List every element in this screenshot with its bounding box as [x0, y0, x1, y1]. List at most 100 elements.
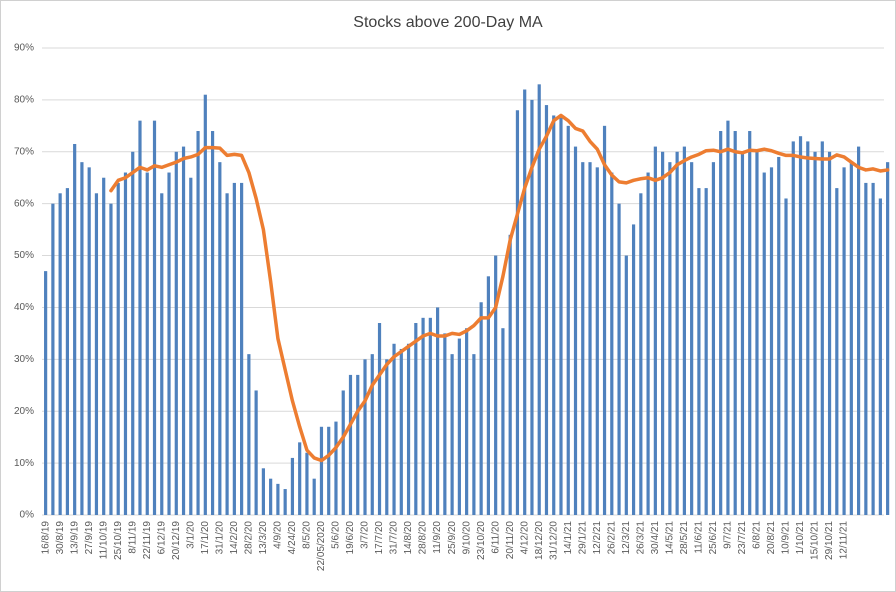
bar — [602, 125, 607, 515]
bar — [690, 162, 694, 515]
bar — [806, 141, 810, 515]
bar — [377, 323, 382, 515]
chart-title: Stocks above 200-Day MA — [353, 14, 543, 31]
bar — [842, 167, 846, 515]
bar — [116, 182, 120, 515]
x-tick-label: 22/11/19 — [142, 521, 153, 560]
bar — [435, 307, 440, 515]
bar — [138, 120, 142, 516]
x-tick-label: 9/7/21 — [723, 521, 734, 549]
x-tick-label: 29/10/21 — [824, 521, 835, 560]
bar — [588, 162, 592, 515]
bar — [610, 172, 614, 516]
x-tick-label: 3/7/20 — [360, 521, 371, 549]
bar — [232, 182, 236, 515]
bar — [733, 131, 737, 515]
x-tick-label: 19/6/20 — [345, 521, 356, 555]
x-tick-label: 5/6/20 — [331, 521, 342, 549]
bar — [334, 421, 338, 515]
x-tick-label: 28/2/20 — [244, 521, 255, 555]
bar — [312, 478, 316, 515]
bar — [581, 162, 585, 515]
x-tick-label: 20/12/19 — [171, 521, 182, 560]
bar — [189, 177, 193, 515]
x-tick-label: 31/1/20 — [214, 521, 225, 555]
bar — [827, 151, 832, 515]
x-tick-label: 30/8/19 — [55, 521, 66, 555]
bar — [218, 162, 222, 515]
y-tick-label: 20% — [14, 406, 34, 417]
bar — [479, 302, 483, 515]
bar — [530, 99, 534, 515]
bar — [537, 84, 541, 516]
bar — [160, 193, 164, 516]
bar — [370, 354, 374, 515]
y-tick-label: 10% — [14, 458, 34, 469]
bar — [697, 188, 701, 515]
bar — [668, 162, 672, 515]
bar — [515, 110, 520, 516]
x-tick-label: 1/10/21 — [795, 521, 806, 555]
x-tick-label: 26/3/21 — [635, 521, 646, 555]
bar — [682, 146, 686, 516]
x-tick-label: 12/2/21 — [592, 521, 603, 555]
bar — [196, 131, 200, 515]
bar — [261, 468, 265, 515]
x-tick-label: 12/3/21 — [621, 521, 632, 555]
bar — [341, 390, 345, 515]
bar — [762, 172, 766, 516]
x-tick-label: 8/5/20 — [302, 521, 313, 549]
bar — [406, 343, 411, 515]
bar — [835, 188, 839, 515]
x-tick-label: 27/9/19 — [84, 521, 95, 555]
x-tick-label: 26/2/21 — [606, 521, 617, 555]
bar — [247, 354, 251, 515]
bar — [167, 172, 171, 516]
x-tick-label: 25/10/19 — [113, 521, 124, 560]
x-tick-label: 8/11/19 — [127, 521, 138, 554]
bar — [856, 146, 861, 516]
bar — [94, 193, 99, 516]
bar — [269, 478, 273, 515]
bar — [392, 343, 396, 515]
bar — [276, 483, 280, 515]
x-tick-label: 16/8/19 — [40, 521, 51, 555]
bar — [327, 426, 331, 515]
x-tick-label: 12/11/21 — [839, 521, 850, 560]
bar — [348, 374, 353, 515]
bar — [399, 348, 403, 515]
bar — [51, 203, 55, 515]
x-tick-label: 20/11/20 — [505, 521, 516, 560]
bar — [864, 182, 868, 515]
bar — [726, 120, 730, 516]
x-tick-label: 23/10/20 — [476, 521, 487, 560]
bar — [457, 338, 461, 515]
bar — [225, 193, 229, 516]
x-tick-label: 4/24/20 — [287, 521, 298, 555]
bar — [385, 359, 389, 515]
bar — [109, 203, 113, 515]
y-tick-label: 60% — [14, 198, 34, 209]
bar — [174, 151, 178, 515]
x-tick-label: 11/6/21 — [694, 521, 705, 554]
x-tick-label: 15/10/21 — [810, 521, 821, 560]
x-tick-label: 22/05/2020 — [316, 521, 327, 571]
x-tick-label: 20/8/21 — [766, 521, 777, 555]
bar — [740, 151, 745, 515]
x-tick-label: 28/5/21 — [679, 521, 690, 555]
bar — [486, 276, 491, 515]
bar — [777, 156, 781, 515]
bar — [769, 167, 774, 515]
bar — [465, 328, 469, 515]
bar — [472, 354, 476, 515]
x-tick-label: 31/12/20 — [548, 521, 559, 560]
bar — [145, 172, 149, 516]
x-tick-label: 13/3/20 — [258, 521, 269, 555]
x-tick-label: 6/11/20 — [490, 521, 501, 554]
bar — [886, 162, 890, 515]
bar — [508, 234, 512, 516]
bar — [428, 317, 432, 515]
bar — [80, 162, 84, 515]
